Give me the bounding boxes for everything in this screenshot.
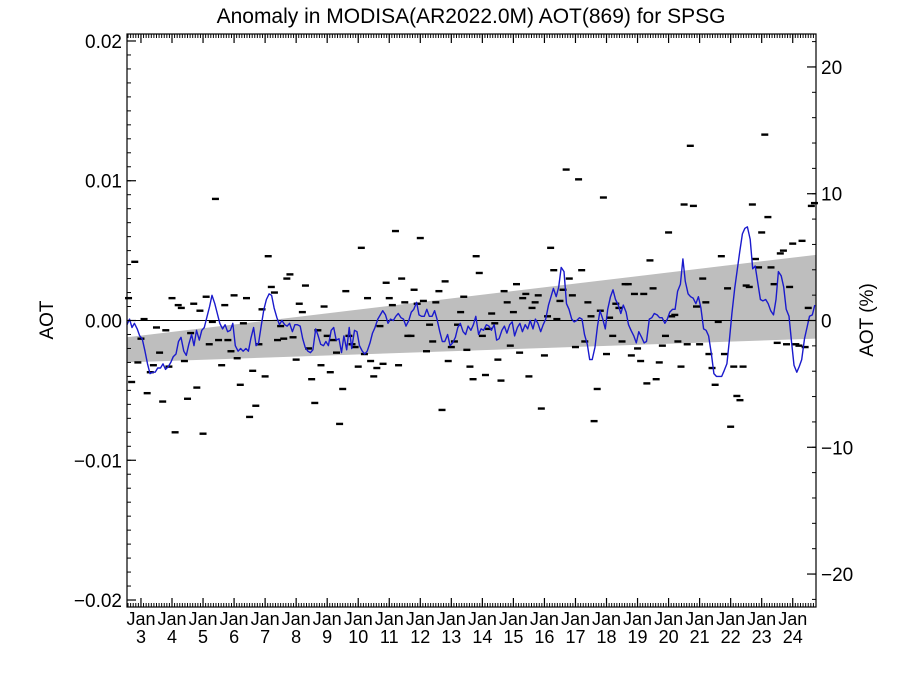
x-tick-label-month: Jan <box>716 609 745 629</box>
y-tick-label-right: −20 <box>821 565 853 586</box>
x-tick-label-year: 5 <box>198 627 208 647</box>
x-tick-label-month: Jan <box>623 609 652 629</box>
x-tick-label-year: 8 <box>291 627 301 647</box>
x-tick-label-year: 13 <box>441 627 461 647</box>
x-tick-label-year: 18 <box>596 627 616 647</box>
x-tick-label-month: Jan <box>375 609 404 629</box>
x-tick-label-month: Jan <box>747 609 776 629</box>
chart-title: Anomaly in MODISA(AR2022.0M) AOT(869) fo… <box>217 5 726 28</box>
x-tick-label-month: Jan <box>530 609 559 629</box>
x-tick-label-year: 12 <box>410 627 430 647</box>
x-tick-label-month: Jan <box>685 609 714 629</box>
x-tick-label-month: Jan <box>654 609 683 629</box>
x-tick-label-year: 10 <box>348 627 368 647</box>
y-axis-title-right: AOT (%) <box>857 283 878 357</box>
x-tick-label-month: Jan <box>282 609 311 629</box>
x-tick-label-month: Jan <box>778 609 807 629</box>
y-tick-label-right: 20 <box>821 58 842 79</box>
y-tick-label-left: 0.01 <box>85 172 122 193</box>
y-tick-label-left: 0.02 <box>85 32 122 53</box>
x-tick-label-month: Jan <box>437 609 466 629</box>
x-tick-label-month: Jan <box>406 609 435 629</box>
x-tick-label-year: 17 <box>565 627 585 647</box>
x-tick-label-year: 7 <box>260 627 270 647</box>
x-tick-label-year: 21 <box>690 627 710 647</box>
x-tick-label-month: Jan <box>126 609 155 629</box>
x-tick-label-year: 14 <box>472 627 492 647</box>
x-tick-label-year: 24 <box>783 627 803 647</box>
x-tick-label-year: 11 <box>380 627 399 647</box>
x-tick-label-month: Jan <box>157 609 186 629</box>
x-tick-label-year: 3 <box>136 627 146 647</box>
trend-band <box>127 254 816 363</box>
y-tick-label-left: −0.01 <box>74 451 122 472</box>
x-tick-label-month: Jan <box>220 609 249 629</box>
series-layer <box>126 226 816 378</box>
axis-layer: −0.02−0.010.000.010.02−20−1001020Jan3Jan… <box>74 32 853 647</box>
x-tick-label-year: 23 <box>752 627 772 647</box>
y-tick-label-left: −0.02 <box>74 591 122 612</box>
x-tick-label-year: 6 <box>229 627 239 647</box>
x-tick-label-month: Jan <box>468 609 497 629</box>
x-tick-label-month: Jan <box>344 609 373 629</box>
monthly-points-layer <box>125 133 818 435</box>
x-tick-label-month: Jan <box>499 609 528 629</box>
y-tick-label-left: 0.00 <box>85 312 122 333</box>
x-tick-label-month: Jan <box>592 609 621 629</box>
running-mean-line <box>126 226 816 378</box>
x-tick-label-month: Jan <box>251 609 280 629</box>
y-tick-label-right: 0 <box>821 312 832 333</box>
x-tick-label-year: 9 <box>322 627 332 647</box>
x-tick-label-year: 22 <box>721 627 741 647</box>
x-tick-label-year: 19 <box>628 627 648 647</box>
x-tick-label-month: Jan <box>189 609 218 629</box>
x-tick-label-year: 15 <box>503 627 523 647</box>
y-tick-label-right: 10 <box>821 185 842 206</box>
x-tick-label-year: 16 <box>534 627 554 647</box>
x-tick-label-month: Jan <box>561 609 590 629</box>
x-tick-label-year: 20 <box>659 627 679 647</box>
y-axis-title-left: AOT <box>37 300 58 339</box>
trend-band-layer <box>127 254 816 363</box>
y-tick-label-right: −10 <box>821 438 853 459</box>
x-tick-label-month: Jan <box>313 609 342 629</box>
x-tick-label-year: 4 <box>167 627 177 647</box>
